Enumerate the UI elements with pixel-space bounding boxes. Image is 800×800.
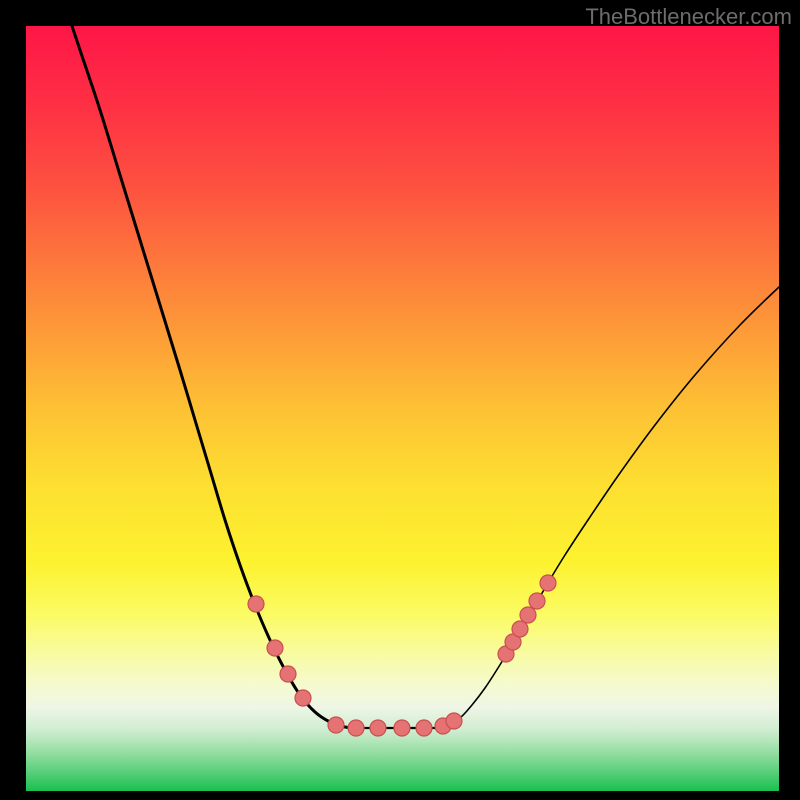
plot-area bbox=[26, 26, 779, 791]
watermark: TheBottlenecker.com bbox=[585, 4, 792, 30]
